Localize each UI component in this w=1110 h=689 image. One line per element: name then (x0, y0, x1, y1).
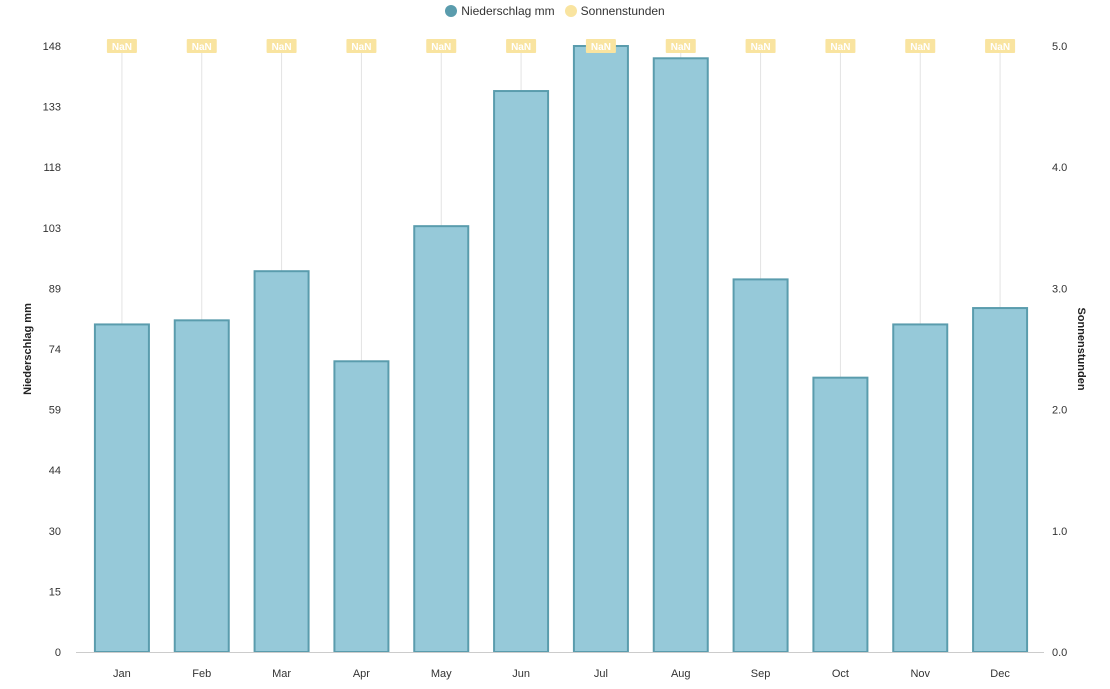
x-tick-oct: Oct (832, 668, 849, 680)
y-left-tick-3: 44 (49, 465, 61, 477)
y-left-tick-0: 0 (55, 647, 61, 659)
y-left-tick-5: 74 (49, 344, 61, 356)
y-left-tick-6: 89 (49, 283, 61, 295)
y-right-tick-2: 2.0 (1052, 405, 1067, 417)
data-label-box-jan (106, 39, 137, 53)
data-label-text-jul: NaN (591, 42, 611, 53)
data-label-box-sep (745, 39, 776, 53)
bar-jun (493, 90, 550, 654)
data-label-jul: NaN (585, 39, 616, 53)
data-label-box-jun (506, 39, 537, 53)
x-tick-jul: Jul (594, 668, 608, 680)
data-label-box-feb (186, 39, 217, 53)
bar-jan (93, 323, 150, 653)
y-left-tick-2: 30 (49, 526, 61, 538)
data-label-box-nov (905, 39, 936, 53)
data-label-box-may (426, 39, 457, 53)
bar-may (413, 225, 470, 653)
bar-sep (732, 278, 789, 653)
data-label-box-oct (825, 39, 856, 53)
bar-dec (972, 307, 1029, 653)
bar-mar (253, 270, 310, 653)
axes-layer: Jan Feb Mar Apr May Jun Jul Aug Sep Oct Nov Dec 0 15 3… (22, 41, 1087, 680)
data-label-nov: NaN (905, 39, 936, 53)
y-left-tick-8: 118 (43, 162, 61, 174)
bar-jul (572, 45, 629, 653)
legend-item-sonnenstunden[interactable]: Sonnenstunden (564, 4, 665, 18)
data-label-text-may: NaN (431, 42, 451, 53)
x-tick-mar: Mar (272, 668, 291, 680)
legend-label-niederschlag: Niederschlag mm (461, 4, 555, 18)
bar-nov (892, 323, 949, 653)
data-label-box-mar (266, 39, 297, 53)
y-right-tick-1: 1.0 (1052, 526, 1067, 538)
x-tick-feb: Feb (192, 668, 211, 680)
labels-layer: NaN NaN NaN NaN NaN NaN NaN NaN NaN NaN NaN NaN (106, 39, 1016, 53)
y-left-tick-4: 59 (49, 405, 61, 417)
bar-aug (652, 57, 709, 653)
x-tick-apr: Apr (353, 668, 370, 680)
legend-label-sonnenstunden: Sonnenstunden (580, 4, 665, 18)
data-label-box-aug (665, 39, 696, 53)
data-label-feb: NaN (186, 39, 217, 53)
data-label-jun: NaN (506, 39, 537, 53)
data-label-apr: NaN (346, 39, 377, 53)
y-right-tick-3: 3.0 (1052, 283, 1067, 295)
data-label-box-apr (346, 39, 377, 53)
y-left-tick-7: 103 (43, 223, 61, 235)
bar-feb (173, 319, 230, 653)
data-label-dec: NaN (985, 39, 1016, 53)
data-label-jan: NaN (106, 39, 137, 53)
data-label-text-apr: NaN (351, 42, 371, 53)
data-label-mar: NaN (266, 39, 297, 53)
y-right-tick-5: 5.0 (1052, 41, 1067, 53)
x-tick-dec: Dec (990, 668, 1010, 680)
legend-marker-niederschlag (445, 5, 458, 17)
x-tick-aug: Aug (671, 668, 691, 680)
data-label-text-feb: NaN (192, 42, 212, 53)
y-left-axis-title: Niederschlag mm (22, 303, 34, 395)
data-label-aug: NaN (665, 39, 696, 53)
legend: Niederschlag mm Sonnenstunden (0, 4, 1110, 18)
x-tick-jan: Jan (113, 668, 131, 680)
data-label-box-dec (985, 39, 1016, 53)
data-label-text-jan: NaN (112, 42, 132, 53)
data-label-oct: NaN (825, 39, 856, 53)
x-tick-nov: Nov (910, 668, 930, 680)
data-label-box-jul (585, 39, 616, 53)
x-tick-may: May (431, 668, 452, 680)
bar-apr (333, 360, 390, 653)
y-right-axis-title: Sonnenstunden (1075, 307, 1087, 390)
data-label-text-dec: NaN (990, 42, 1010, 53)
legend-marker-sonnenstunden (564, 5, 577, 17)
data-label-text-nov: NaN (910, 42, 930, 53)
x-tick-jun: Jun (512, 668, 530, 680)
y-left-tick-9: 133 (43, 102, 61, 114)
legend-item-niederschlag[interactable]: Niederschlag mm (445, 4, 555, 18)
y-right-tick-4: 4.0 (1052, 162, 1067, 174)
data-label-text-mar: NaN (272, 42, 292, 53)
data-label-text-sep: NaN (751, 42, 771, 53)
bar-oct (812, 376, 869, 653)
y-left-tick-1: 15 (49, 586, 61, 598)
y-left-tick-10: 148 (43, 41, 61, 53)
data-label-sep: NaN (745, 39, 776, 53)
data-label-text-oct: NaN (830, 42, 850, 53)
y-right-tick-0: 0.0 (1052, 647, 1067, 659)
bars-layer (93, 45, 1029, 654)
x-tick-sep: Sep (751, 668, 771, 680)
data-label-text-aug: NaN (671, 42, 691, 53)
data-label-may: NaN (426, 39, 457, 53)
data-label-text-jun: NaN (511, 42, 531, 53)
